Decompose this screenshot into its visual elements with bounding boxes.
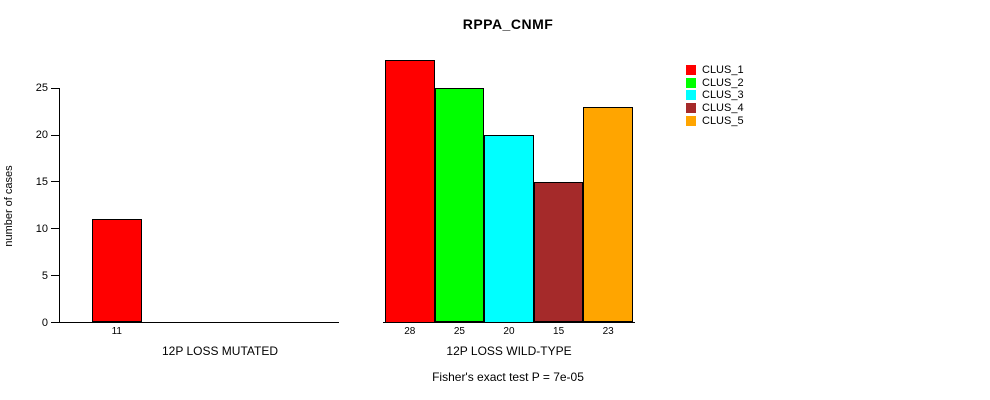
x-axis-line-mutated	[59, 322, 339, 323]
legend-label: CLUS_3	[702, 89, 744, 102]
x-axis-line-wild-type	[383, 322, 635, 323]
legend-swatch-icon	[686, 65, 696, 75]
chart-title: RPPA_CNMF	[462, 16, 554, 32]
y-tick-mark	[51, 275, 59, 277]
y-tick-mark	[51, 181, 59, 183]
y-tick-label: 10	[35, 222, 48, 235]
bar-clus_1-group1	[92, 219, 142, 323]
y-tick-mark	[51, 228, 59, 230]
y-tick-mark	[51, 87, 59, 89]
bar-value-label: 11	[111, 326, 122, 337]
y-axis-line	[59, 88, 60, 323]
y-tick-label: 5	[41, 269, 48, 282]
bar-value-label: 23	[602, 326, 614, 337]
bar-value-label: 25	[453, 326, 465, 337]
legend-label: CLUS_1	[702, 64, 744, 76]
y-tick-label: 20	[35, 129, 48, 141]
legend-swatch-icon	[686, 115, 696, 126]
group-label-mutated: 12P LOSS MUTATED	[161, 344, 279, 358]
legend-swatch-icon	[686, 103, 696, 114]
legend-swatch-icon	[686, 90, 696, 101]
legend-label: CLUS_4	[702, 102, 744, 115]
group-label-wild-type: 12P LOSS WILD-TYPE	[446, 344, 572, 358]
y-tick-label: 15	[35, 175, 48, 188]
bar-value-label: 15	[553, 326, 565, 337]
legend-label: CLUS_2	[702, 76, 744, 89]
y-tick-mark	[51, 134, 59, 136]
bar-clus_3-group2	[484, 135, 534, 323]
legend-swatch-icon	[686, 77, 696, 88]
bar-value-label: 28	[404, 326, 416, 337]
legend-label: CLUS_5	[702, 114, 744, 127]
y-tick-mark	[51, 322, 59, 323]
y-axis-title: number of cases	[3, 165, 15, 247]
y-tick-label: 0	[41, 316, 48, 329]
bar-clus_4-group2	[533, 181, 584, 323]
bar-clus_1-group2	[385, 60, 435, 323]
bar-clus_2-group2	[434, 88, 485, 323]
fisher-test-annotation: Fisher's exact test P = 7e-05	[432, 370, 584, 384]
bar-clus_5-group2	[583, 106, 633, 323]
bar-value-label: 20	[503, 326, 515, 337]
y-tick-label: 25	[35, 82, 48, 95]
